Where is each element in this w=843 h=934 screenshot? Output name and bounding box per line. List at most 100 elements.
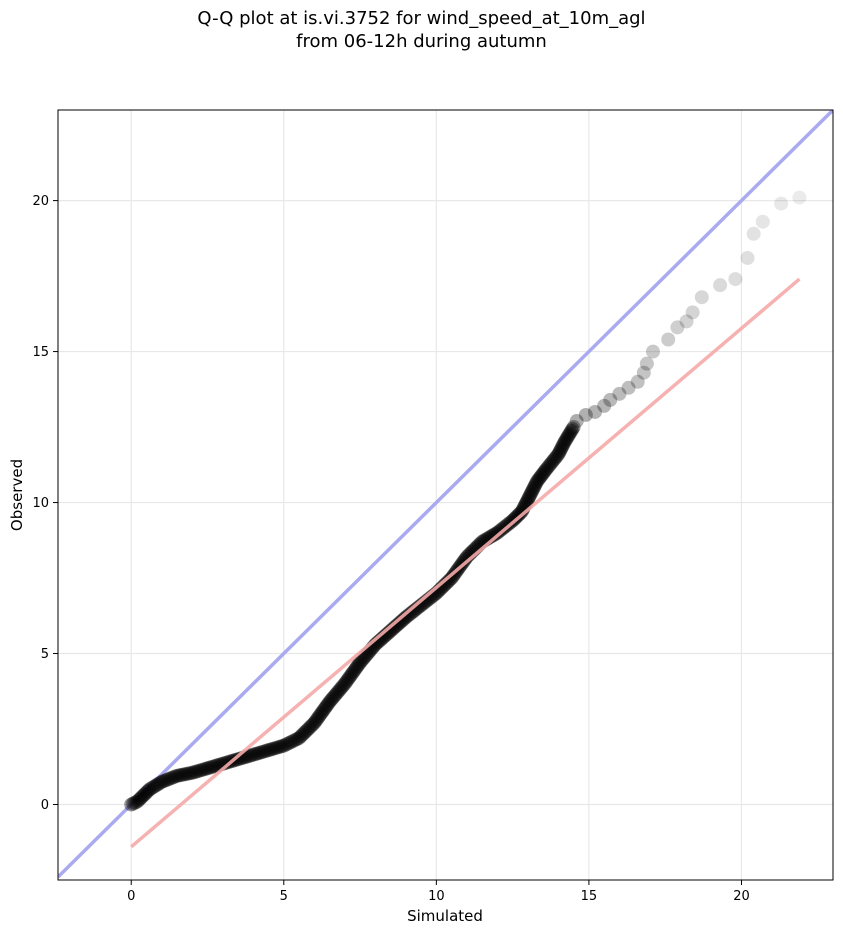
y-tick-label: 0 [41, 798, 49, 813]
qq-point [347, 663, 362, 678]
qq-point [148, 778, 163, 793]
qq-point [552, 445, 567, 460]
qq-point [209, 758, 224, 773]
qq-point [444, 571, 459, 586]
qq-point [169, 768, 184, 783]
qq-point [281, 736, 296, 751]
qq-point [130, 794, 145, 809]
qq-point [679, 314, 694, 329]
qq-point [133, 791, 148, 806]
qq-point [161, 772, 176, 787]
qq-point [261, 743, 276, 758]
qq-point [154, 774, 169, 789]
qq-point [540, 460, 555, 475]
qq-point [328, 687, 343, 702]
qq-point [728, 272, 743, 287]
qq-point [526, 480, 541, 495]
qq-point [297, 726, 312, 741]
qq-point [545, 454, 560, 469]
qq-point [350, 659, 365, 674]
qq-point [150, 777, 165, 792]
y-tick-label: 10 [32, 496, 49, 511]
qq-point [165, 770, 180, 785]
qq-point [524, 484, 539, 499]
qq-point [248, 747, 263, 762]
qq-point [535, 467, 550, 482]
qq-point [439, 576, 454, 591]
qq-point [336, 678, 351, 693]
qq-point [490, 525, 505, 540]
qq-point [398, 610, 413, 625]
qq-point [187, 765, 202, 780]
qq-point [346, 665, 361, 680]
qq-point [551, 447, 566, 462]
qq-point [305, 717, 320, 732]
x-tick-label: 5 [280, 889, 288, 904]
qq-point [740, 250, 755, 265]
x-axis-label: Simulated [407, 907, 483, 925]
chart-title-line-2: from 06-12h during autumn [296, 31, 547, 52]
qq-point [511, 507, 526, 522]
qq-point [670, 320, 685, 335]
qq-point [392, 616, 407, 631]
qq-point [492, 524, 507, 539]
qq-point [307, 715, 322, 730]
qq-point [330, 685, 345, 700]
fit-line [130, 277, 801, 849]
qq-point [319, 698, 334, 713]
qq-point [339, 674, 354, 689]
qq-point [393, 614, 408, 629]
qq-point [523, 486, 538, 501]
qq-point [317, 702, 332, 717]
qq-point [636, 365, 651, 380]
qq-point [639, 356, 654, 371]
qq-point [300, 722, 315, 737]
qq-point [324, 693, 339, 708]
qq-point [293, 729, 308, 744]
qq-point [263, 742, 278, 757]
qq-point [513, 506, 528, 521]
qq-point [404, 605, 419, 620]
y-tick-label: 5 [41, 647, 49, 662]
qq-point [694, 290, 709, 305]
qq-point [231, 752, 246, 767]
qq-point [755, 214, 770, 229]
qq-point [554, 441, 569, 456]
qq-point [348, 661, 363, 676]
qq-point [488, 526, 503, 541]
qq-point [134, 789, 149, 804]
qq-point [131, 792, 146, 807]
qq-point [318, 700, 333, 715]
axis-ticks: 0 5 10 15 20 0 5 10 15 20 [32, 194, 749, 904]
qq-point [560, 429, 575, 444]
qq-point [310, 712, 325, 727]
qq-point [193, 763, 208, 778]
qq-point [265, 741, 280, 756]
x-tick-label: 0 [127, 889, 135, 904]
qq-point [343, 669, 358, 684]
qq-point [204, 759, 219, 774]
qq-point [531, 472, 546, 487]
qq-point [558, 433, 573, 448]
qq-point [685, 305, 700, 320]
qq-point [563, 425, 578, 440]
data-points [124, 190, 807, 812]
qq-point [325, 691, 340, 706]
qq-point [270, 740, 285, 755]
qq-point [311, 710, 326, 725]
qq-point [645, 344, 660, 359]
qq-point [321, 696, 336, 711]
qq-point [276, 738, 291, 753]
y-tick-label: 20 [32, 194, 49, 209]
qq-point [522, 488, 537, 503]
qq-point [285, 734, 300, 749]
y-axis-label: Observed [8, 459, 26, 531]
qq-point [172, 768, 187, 783]
qq-point [548, 451, 563, 466]
qq-point [146, 779, 161, 794]
qq-point [565, 421, 580, 436]
qq-point [322, 694, 337, 709]
qq-point [458, 551, 473, 566]
qq-point [333, 682, 348, 697]
one-to-one-line [58, 110, 833, 879]
